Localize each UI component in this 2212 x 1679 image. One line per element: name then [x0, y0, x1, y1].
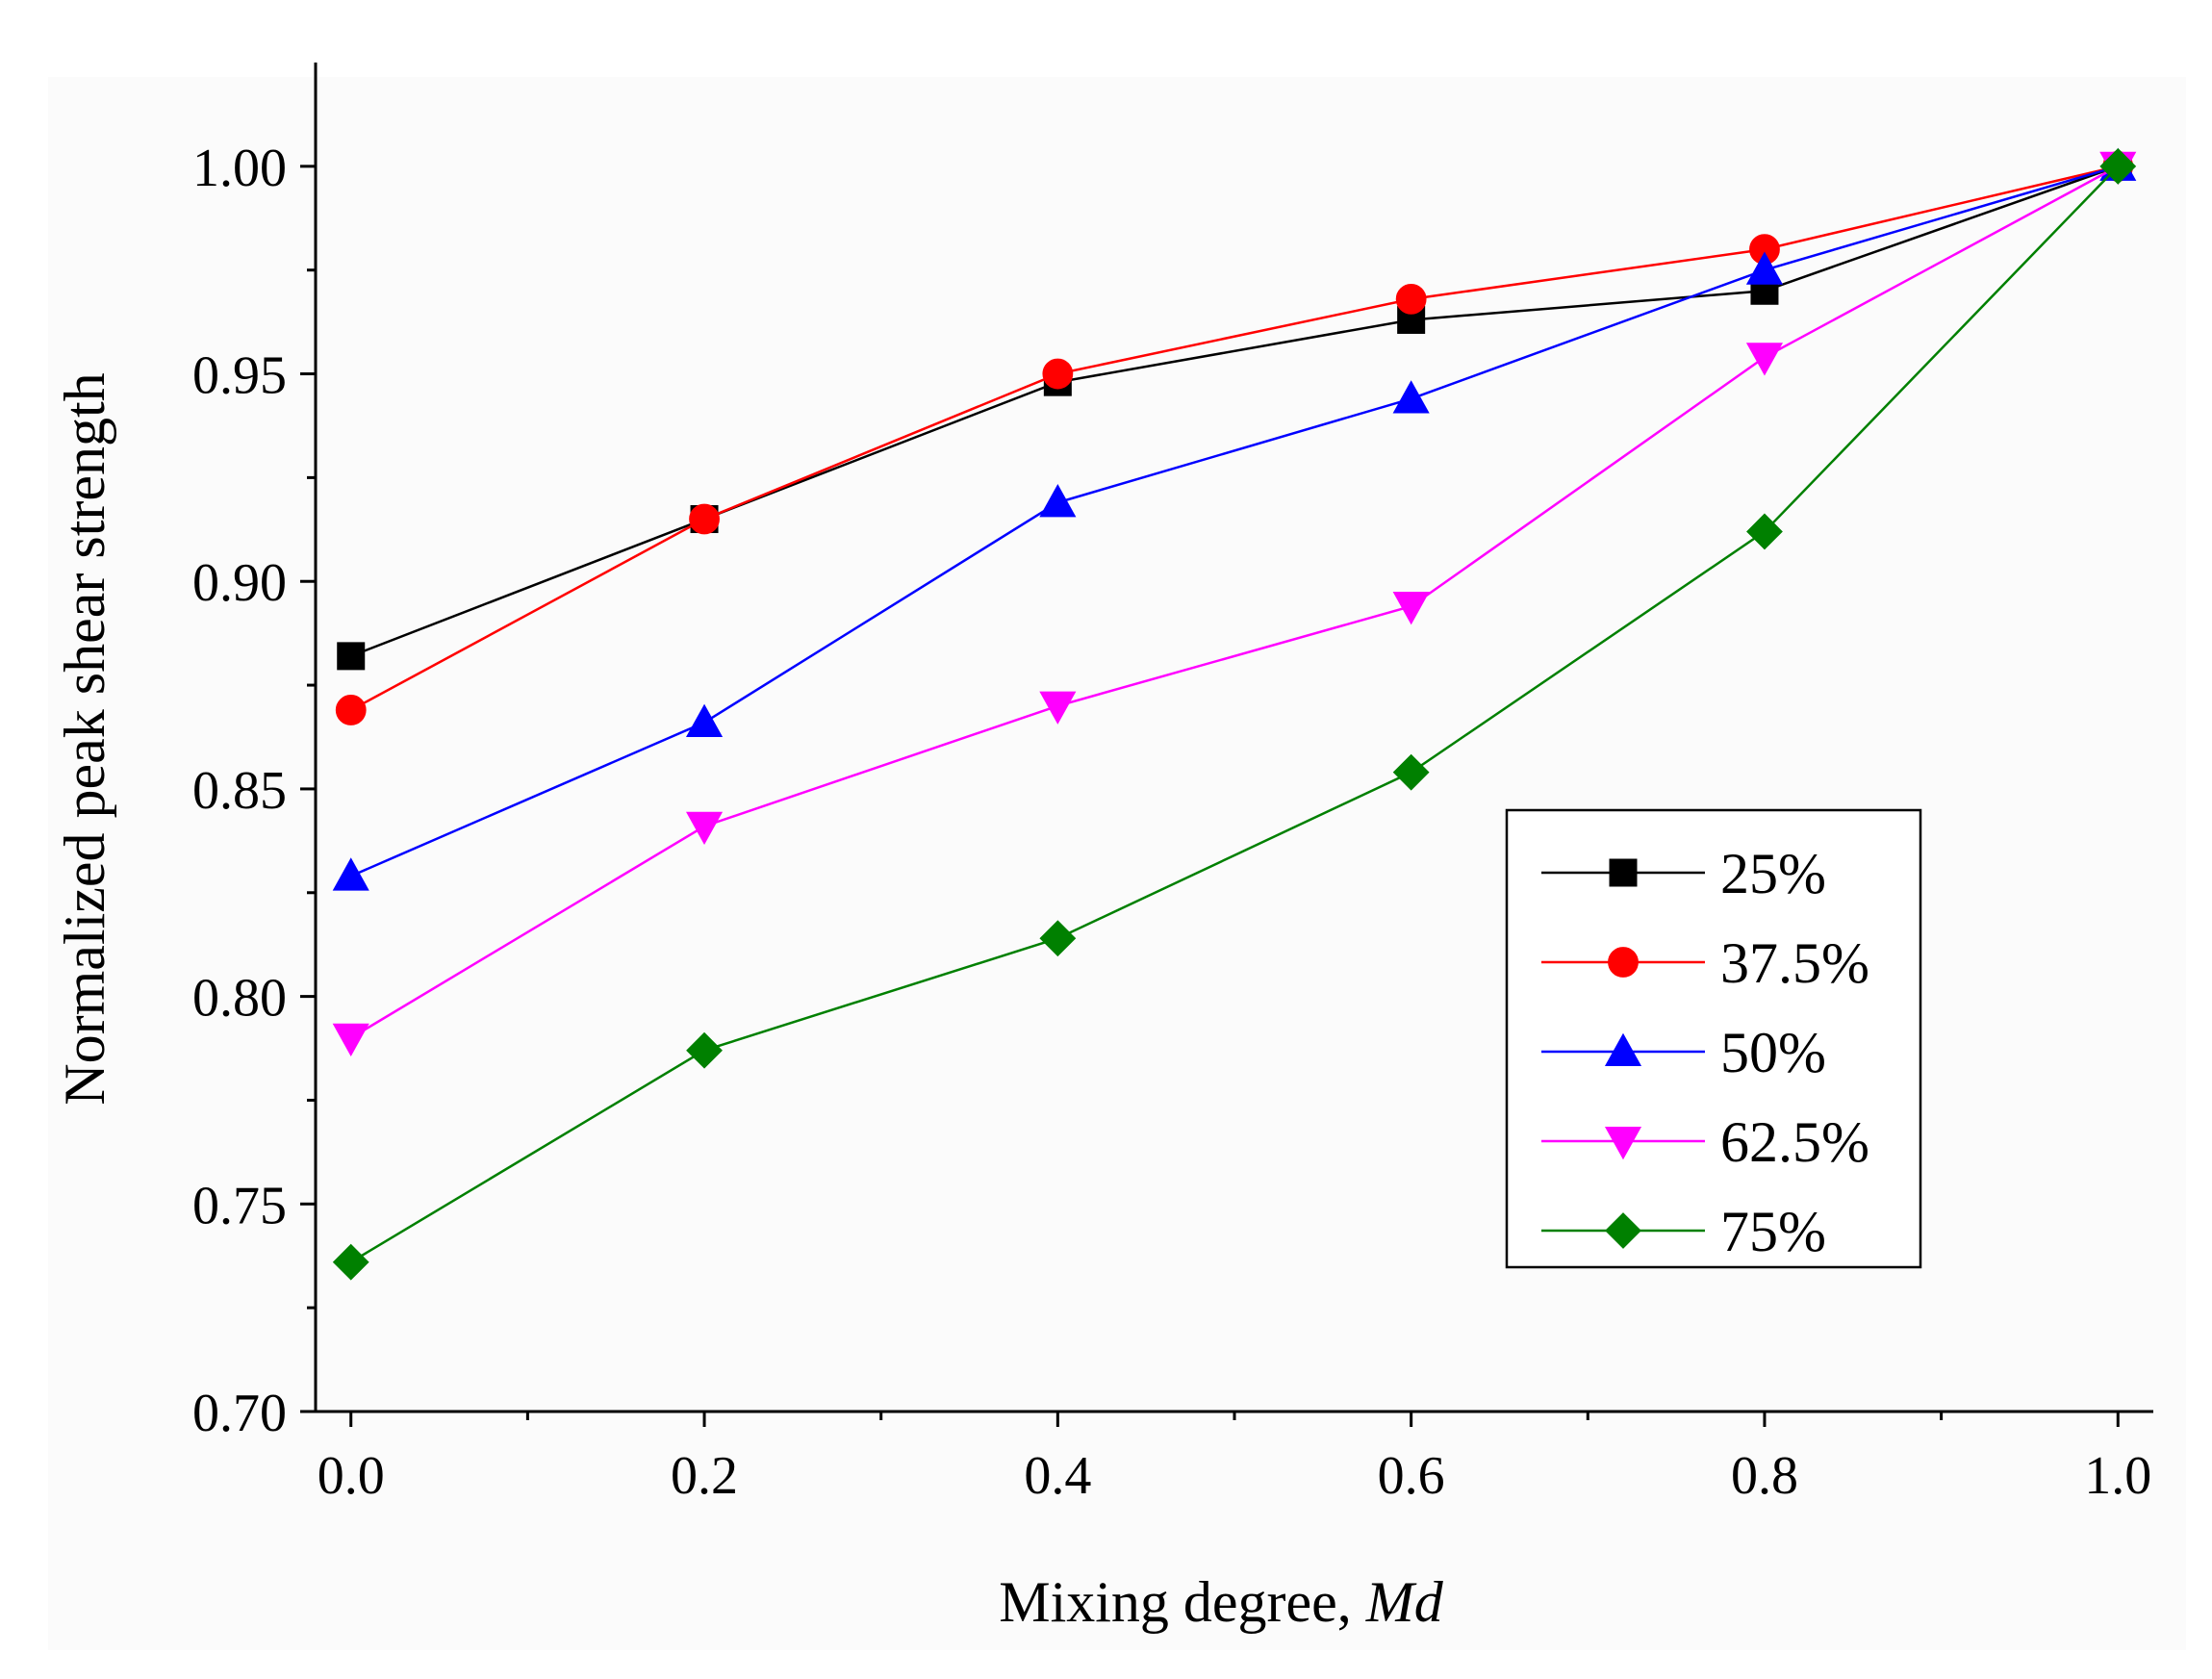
legend-entry-3: 62.5%: [1541, 1110, 1869, 1174]
y-tick-label: 0.90: [192, 553, 287, 613]
series-line-4: [350, 165, 2120, 1263]
series-4: [332, 147, 2137, 1281]
legend-marker-0: [1609, 858, 1638, 887]
data-point-s3-p0: [332, 1023, 369, 1056]
chart-marks: [332, 147, 2137, 1281]
data-point-s3-p2: [1039, 691, 1077, 725]
data-point-s0-p0: [337, 642, 366, 671]
data-point-s4-p2: [1039, 920, 1077, 957]
legend-marker-2: [1604, 1032, 1642, 1067]
data-point-s2-p4: [1745, 251, 1784, 285]
series-line-2: [350, 165, 2119, 878]
legend-entry-0: 25%: [1541, 842, 1826, 905]
y-tick-label: 0.95: [192, 346, 287, 406]
data-point-s1-p3: [1395, 283, 1427, 315]
chart-axes: 0.70 0.75 0.80 0.85 0.90 0.95 1.00 0.0 0.2 0.4 0.6…: [192, 63, 2153, 1506]
legend-entry-2: 50%: [1541, 1021, 1826, 1084]
legend-entry-1: 37.5%: [1541, 931, 1869, 995]
data-point-s4-p3: [1392, 753, 1430, 791]
legend-entry-4: 75%: [1541, 1200, 1826, 1263]
data-point-s2-p2: [1039, 484, 1077, 518]
x-tick-label: 0.4: [1024, 1446, 1091, 1506]
y-tick-label: 0.80: [192, 969, 287, 1029]
legend-label: 75%: [1720, 1200, 1826, 1263]
legend-label: 62.5%: [1720, 1110, 1869, 1174]
data-point-s3-p3: [1392, 592, 1430, 625]
y-tick-label: 0.75: [192, 1176, 287, 1235]
legend-label: 37.5%: [1720, 931, 1869, 995]
data-point-s3-p4: [1745, 343, 1784, 376]
x-axis-label: Mixing degree, Md: [999, 1570, 1444, 1634]
x-tick-label: 0.2: [671, 1446, 738, 1506]
x-tick-label: 1.0: [2084, 1446, 2151, 1506]
series-line-1: [350, 165, 2119, 712]
legend: 25% 37.5% 50% 62.5% 75%: [1505, 808, 1922, 1269]
y-tick-label: 0.85: [192, 761, 287, 821]
x-tick-label: 0.6: [1378, 1446, 1445, 1506]
y-tick-label: 1.00: [192, 139, 287, 198]
y-axis-label: Normalized peak shear strength: [53, 372, 116, 1105]
data-point-s2-p1: [685, 703, 724, 737]
data-point-s4-p0: [332, 1243, 369, 1281]
y-tick-label: 0.70: [192, 1384, 287, 1443]
data-point-s3-p1: [685, 811, 724, 845]
data-point-s4-p1: [686, 1031, 723, 1069]
series-line-0: [350, 165, 2119, 658]
legend-label: 25%: [1720, 842, 1826, 905]
data-point-s2-p0: [332, 857, 369, 891]
legend-label: 50%: [1720, 1021, 1826, 1084]
x-tick-label: 0.8: [1731, 1446, 1798, 1506]
legend-marker-3: [1604, 1126, 1642, 1160]
x-tick-label: 0.0: [318, 1446, 385, 1506]
legend-box: [1505, 808, 1922, 1269]
data-point-s2-p3: [1392, 380, 1430, 414]
data-point-s4-p4: [1746, 513, 1783, 550]
data-point-s4-p5: [2099, 147, 2137, 185]
data-point-s1-p1: [689, 503, 720, 535]
data-point-s1-p0: [335, 695, 367, 725]
series-line-3: [350, 165, 2119, 1039]
legend-marker-4: [1605, 1212, 1641, 1249]
legend-marker-1: [1608, 947, 1639, 978]
data-point-s1-p2: [1042, 358, 1074, 390]
